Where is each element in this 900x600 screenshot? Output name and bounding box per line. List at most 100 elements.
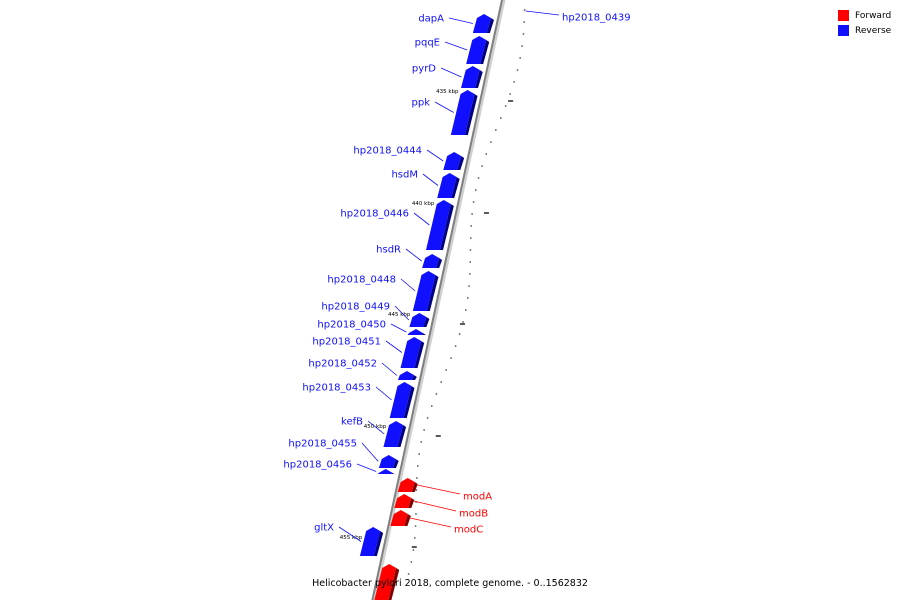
leader-line xyxy=(400,278,416,292)
gene-face xyxy=(426,200,451,250)
gene-side xyxy=(426,275,439,311)
gene-block xyxy=(383,421,407,447)
gene-face xyxy=(450,90,475,135)
gene-face xyxy=(466,36,487,64)
leader-line xyxy=(444,41,468,51)
gene-face xyxy=(409,313,427,327)
scale-label: 445 kbp xyxy=(388,312,411,318)
gene-face xyxy=(389,382,412,418)
leader-line xyxy=(375,386,392,401)
gene-side xyxy=(440,204,454,250)
gene-label: hp2018_0453 xyxy=(302,383,371,394)
leader-line xyxy=(367,420,385,435)
gene-label: gltX xyxy=(314,523,334,534)
gene-face xyxy=(460,66,480,88)
scale-label: 440 kbp xyxy=(412,201,435,207)
gene-side xyxy=(423,317,430,327)
leader-line xyxy=(356,463,377,472)
gene-side xyxy=(411,482,418,492)
legend-forward: Forward xyxy=(838,8,891,23)
gene-block xyxy=(450,90,478,135)
gene-block xyxy=(460,66,483,88)
leader-line xyxy=(434,101,454,113)
gene-face xyxy=(383,421,404,447)
gene-label: hp2018_0452 xyxy=(308,359,377,370)
gene-label: hp2018_0444 xyxy=(353,146,422,157)
gene-block xyxy=(407,329,426,335)
gene-block xyxy=(472,14,494,33)
gene-side xyxy=(486,18,494,33)
strand-legend: Forward Reverse xyxy=(838,8,891,38)
leader-line xyxy=(338,526,362,542)
gene-block xyxy=(397,478,418,492)
gene-label: hp2018_0456 xyxy=(283,460,352,471)
gene-side xyxy=(373,531,384,556)
gene-label: hp2018_0450 xyxy=(317,320,386,331)
reverse-label: Reverse xyxy=(855,25,892,36)
leader-line xyxy=(422,173,439,186)
gene-face xyxy=(397,478,415,492)
gene-labels: dapA hp2018_0439 pqqE pyrD ppk hp2018_0444hsd… xyxy=(283,10,631,542)
gene-label: modC xyxy=(454,525,483,536)
leader-line xyxy=(385,340,403,353)
gene-face xyxy=(377,469,393,474)
gene-face xyxy=(374,564,397,600)
gene-face xyxy=(394,494,412,508)
gene-face xyxy=(407,329,423,335)
gene-face xyxy=(412,271,436,311)
gene-face xyxy=(397,371,414,380)
gene-block xyxy=(466,36,490,64)
leader-line xyxy=(426,149,444,162)
map-caption: Helicobacter pylori 2018, complete genom… xyxy=(312,578,588,589)
leader-line xyxy=(525,10,560,16)
gene-label: pyrD xyxy=(412,64,436,75)
forward-swatch xyxy=(838,10,849,21)
gene-label: dapA xyxy=(418,14,444,25)
backbone-highlight xyxy=(372,0,506,600)
gene-side xyxy=(457,156,465,170)
gene-block xyxy=(422,254,443,268)
gene-block xyxy=(397,371,417,380)
gene-face xyxy=(400,337,422,368)
gene-side xyxy=(480,40,490,64)
gene-features xyxy=(359,14,494,600)
leader-line xyxy=(448,17,474,24)
scale-label: 455 kbp xyxy=(340,535,363,541)
forward-label: Forward xyxy=(855,10,892,21)
gene-label: hsdR xyxy=(376,245,401,256)
leader-line xyxy=(361,442,379,462)
gene-label: hsdM xyxy=(391,170,418,181)
gene-face xyxy=(390,510,408,526)
genome-backbone xyxy=(371,0,506,600)
legend-reverse: Reverse xyxy=(838,23,891,38)
gene-side xyxy=(391,473,396,475)
gene-block xyxy=(378,455,399,468)
gene-block xyxy=(400,337,425,368)
gene-block xyxy=(437,173,460,198)
gene-face xyxy=(422,254,440,268)
gene-block xyxy=(394,494,415,508)
gene-side xyxy=(451,177,460,198)
leader-line xyxy=(390,323,407,333)
gene-side xyxy=(408,498,415,508)
gene-label: hp2018_0439 xyxy=(562,13,631,24)
gene-label: hp2018_0448 xyxy=(327,275,396,286)
leader-line xyxy=(381,362,398,376)
gene-block xyxy=(390,510,411,526)
gene-face xyxy=(359,527,381,556)
gene-label: hp2018_0446 xyxy=(340,209,409,220)
gene-face xyxy=(443,152,462,170)
gene-block xyxy=(359,527,384,556)
gene-side xyxy=(397,425,407,447)
gene-label: hp2018_0455 xyxy=(288,439,357,450)
gene-block-partial xyxy=(374,564,400,600)
gene-label: pqqE xyxy=(415,38,440,49)
leader-line xyxy=(413,212,430,226)
leader-line xyxy=(417,484,461,495)
gene-label: modB xyxy=(459,509,488,520)
gene-block xyxy=(412,271,439,311)
gene-block xyxy=(409,313,430,327)
gene-side xyxy=(436,258,443,268)
gene-label: hp2018_0451 xyxy=(312,337,381,348)
